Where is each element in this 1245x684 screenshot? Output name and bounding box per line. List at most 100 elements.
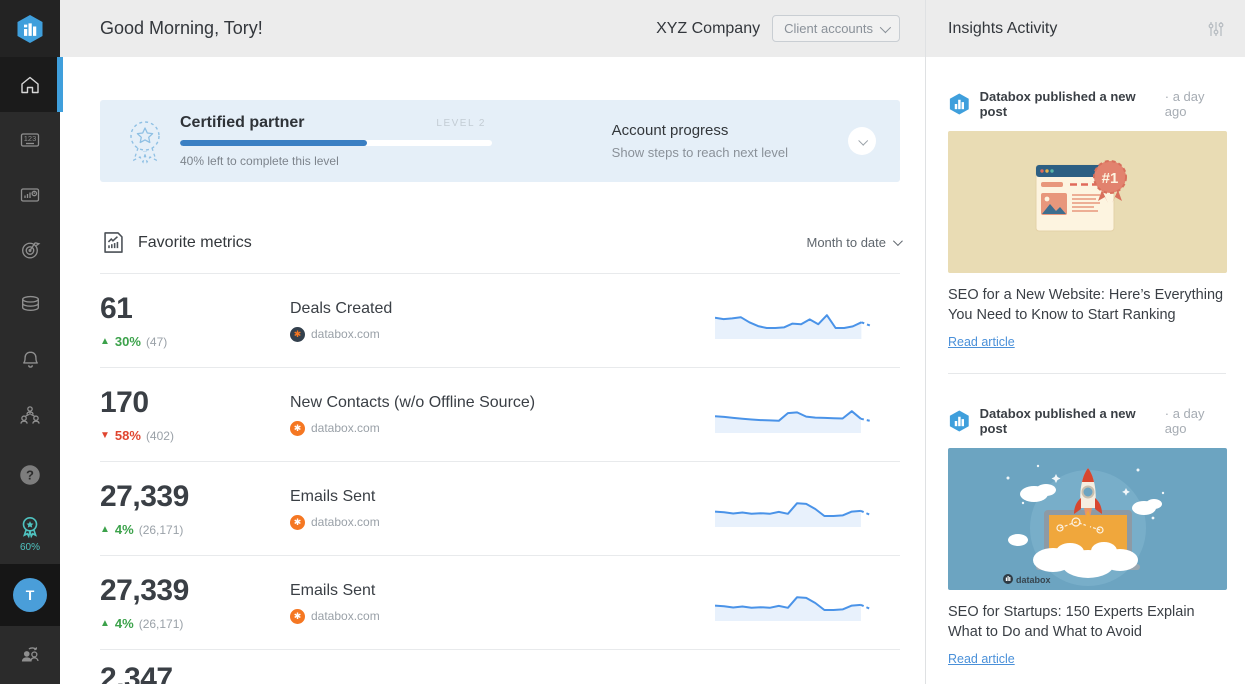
metric-title: New Contacts (w/o Offline Source) bbox=[290, 394, 620, 412]
favorite-metrics-header: Favorite metrics Month to date bbox=[100, 229, 900, 274]
level-progress-fill bbox=[180, 140, 367, 146]
hubspot-source-icon: ✱ bbox=[290, 609, 305, 624]
previous-value: (47) bbox=[146, 335, 167, 349]
databox-logo[interactable] bbox=[0, 0, 60, 57]
databox-app: 123 bbox=[0, 0, 1245, 684]
previous-value: (26,171) bbox=[139, 617, 184, 631]
account-progress-title: Account progress bbox=[612, 122, 788, 139]
delta-arrow-icon: ▼ bbox=[100, 430, 110, 441]
main-column: Good Morning, Tory! XYZ Company Client a… bbox=[60, 0, 925, 684]
article-thumbnail-seo-new-website[interactable]: #1 bbox=[948, 131, 1227, 273]
metric-title: Emails Sent bbox=[290, 582, 620, 600]
account-management-icon bbox=[17, 402, 43, 428]
level-progress-bar bbox=[180, 140, 492, 146]
delta-percent: 30% bbox=[115, 334, 141, 349]
databox-logo-icon bbox=[15, 14, 45, 44]
metric-row-emails-sent-2[interactable]: 27,339 ▲ 4% (26,171) Emails Sent ✱ datab… bbox=[100, 556, 900, 650]
panel-header: Insights Activity bbox=[926, 0, 1245, 57]
metric-title: Emails Sent bbox=[290, 488, 620, 506]
metric-value: 61 bbox=[100, 292, 290, 326]
sidebar-progress-badge[interactable]: 60% bbox=[0, 502, 60, 564]
date-range-dropdown[interactable]: Month to date bbox=[807, 235, 901, 250]
read-article-link[interactable]: Read article bbox=[948, 652, 1015, 666]
help-icon: ? bbox=[17, 462, 43, 488]
svg-text:?: ? bbox=[26, 467, 34, 482]
hubspot-source-icon: ✱ bbox=[290, 327, 305, 342]
sparkline-chart bbox=[715, 489, 880, 529]
sidebar-item-goals[interactable] bbox=[0, 222, 60, 277]
svg-text:databox: databox bbox=[1016, 575, 1051, 585]
feed-divider bbox=[948, 373, 1226, 374]
source-label: databox.com bbox=[311, 609, 380, 623]
sidebar-item-data-sources[interactable] bbox=[0, 277, 60, 332]
metric-row-new-contacts[interactable]: 170 ▼ 58% (402) New Contacts (w/o Offlin… bbox=[100, 368, 900, 462]
metric-value: 27,339 bbox=[100, 574, 290, 608]
sidebar-item-account-management[interactable] bbox=[0, 387, 60, 442]
delta-arrow-icon: ▲ bbox=[100, 524, 110, 535]
main-header: Good Morning, Tory! XYZ Company Client a… bbox=[60, 0, 925, 57]
sparkline-chart bbox=[715, 395, 880, 435]
certified-partner-banner: Certified partner LEVEL 2 40% left to co… bbox=[100, 100, 900, 182]
sidebar-item-alerts[interactable] bbox=[0, 332, 60, 387]
metric-row-deals-created[interactable]: 61 ▲ 30% (47) Deals Created ✱ databox.co… bbox=[100, 274, 900, 368]
hubspot-source-icon: ✱ bbox=[290, 421, 305, 436]
scorecards-icon: 123 bbox=[18, 128, 42, 152]
partner-progress-block: Certified partner LEVEL 2 40% left to co… bbox=[180, 114, 492, 168]
sidebar-item-switch-account[interactable] bbox=[0, 626, 60, 684]
sidebar-item-home[interactable] bbox=[0, 57, 60, 112]
goals-icon bbox=[18, 237, 43, 262]
client-accounts-dropdown[interactable]: Client accounts bbox=[772, 15, 900, 42]
feed-item-header: Databox published a new post · a day ago bbox=[948, 89, 1226, 119]
metric-value: 2,347 bbox=[100, 662, 290, 684]
chevron-down-icon bbox=[880, 21, 891, 32]
page-greeting: Good Morning, Tory! bbox=[100, 18, 263, 39]
chevron-down-icon bbox=[858, 135, 868, 145]
sidebar: 123 bbox=[0, 0, 60, 684]
source-label: databox.com bbox=[311, 421, 380, 435]
svg-text:#1: #1 bbox=[1102, 170, 1119, 187]
section-title: Favorite metrics bbox=[138, 234, 252, 252]
account-progress-subtitle: Show steps to reach next level bbox=[612, 145, 788, 160]
metric-title: Deals Created bbox=[290, 300, 620, 318]
previous-value: (402) bbox=[146, 429, 174, 443]
panel-title: Insights Activity bbox=[948, 20, 1057, 38]
source-label: databox.com bbox=[311, 327, 380, 341]
delta-arrow-icon: ▲ bbox=[100, 336, 110, 347]
progress-badge-label: 60% bbox=[20, 542, 40, 553]
award-badge-icon bbox=[17, 514, 43, 540]
metric-row-emails-sent[interactable]: 27,339 ▲ 4% (26,171) Emails Sent ✱ datab… bbox=[100, 462, 900, 556]
feed-action-text: Databox published a new post bbox=[980, 406, 1156, 436]
delta-percent: 4% bbox=[115, 522, 134, 537]
feed-timestamp: · a day ago bbox=[1165, 89, 1226, 119]
filter-sliders-icon[interactable] bbox=[1207, 20, 1225, 38]
article-headline: SEO for Startups: 150 Experts Explain Wh… bbox=[948, 602, 1226, 642]
databox-avatar-icon bbox=[948, 409, 971, 433]
expand-account-progress-button[interactable] bbox=[848, 127, 876, 155]
svg-text:123: 123 bbox=[24, 134, 37, 143]
client-accounts-label: Client accounts bbox=[784, 21, 873, 36]
alerts-icon bbox=[18, 347, 43, 372]
data-sources-icon bbox=[18, 292, 43, 317]
sidebar-item-scorecards[interactable]: 123 bbox=[0, 112, 60, 167]
favorite-metrics-icon bbox=[100, 229, 127, 256]
article-thumbnail-seo-startups[interactable]: databox bbox=[948, 448, 1227, 590]
home-icon bbox=[18, 73, 42, 97]
sidebar-item-databoards[interactable] bbox=[0, 167, 60, 222]
switch-account-icon bbox=[17, 642, 43, 668]
feed-action-text: Databox published a new post bbox=[980, 89, 1156, 119]
certified-badge-icon bbox=[124, 118, 166, 164]
read-article-link[interactable]: Read article bbox=[948, 335, 1015, 349]
metric-value: 170 bbox=[100, 386, 290, 420]
hubspot-source-icon: ✱ bbox=[290, 515, 305, 530]
chevron-down-icon bbox=[893, 236, 903, 246]
metric-row-partial[interactable]: 2,347 bbox=[100, 650, 900, 684]
date-range-label: Month to date bbox=[807, 235, 887, 250]
previous-value: (26,171) bbox=[139, 523, 184, 537]
databoards-icon bbox=[18, 183, 42, 207]
sidebar-item-help[interactable]: ? bbox=[0, 447, 60, 502]
banner-subtitle: 40% left to complete this level bbox=[180, 154, 492, 168]
avatar[interactable]: T bbox=[13, 578, 47, 612]
insights-activity-panel: Insights Activity Databox published a ne… bbox=[925, 0, 1245, 684]
metric-value: 27,339 bbox=[100, 480, 290, 514]
account-progress-block: Account progress Show steps to reach nex… bbox=[612, 122, 788, 160]
